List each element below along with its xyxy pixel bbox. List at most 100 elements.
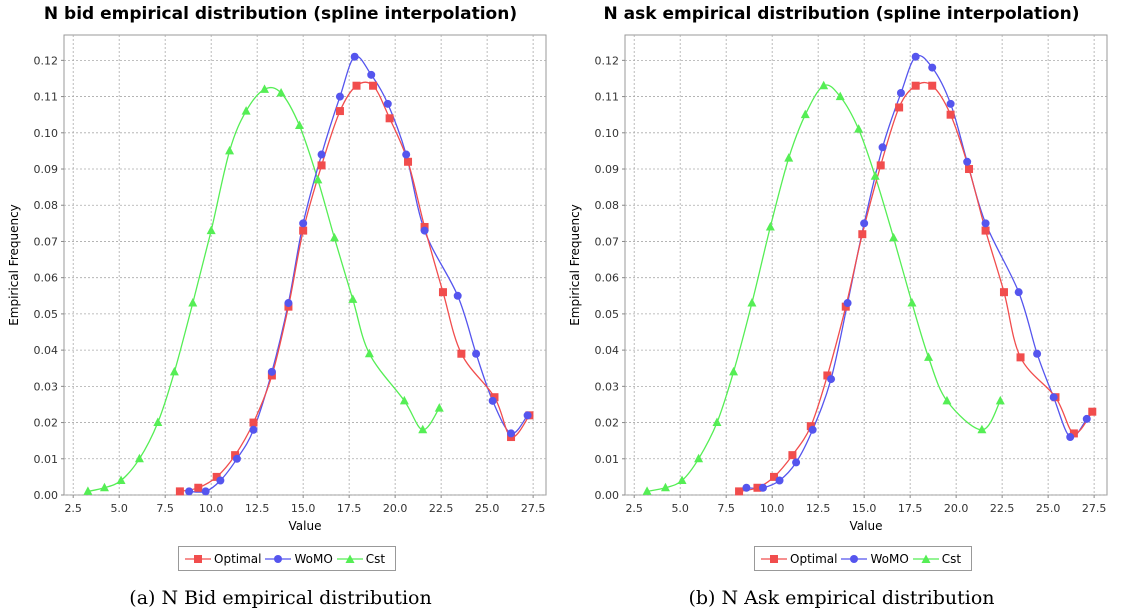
legend-label-womo: WoMO [870,551,909,566]
figure-caption: (b) N Ask empirical distribution [688,587,995,609]
cst-point [800,109,810,119]
womo-point [878,143,887,152]
y-tick-label: 0.03 [595,380,620,393]
y-tick-label: 0.06 [34,272,59,285]
cst-point [729,366,739,376]
cst-point [276,87,286,97]
legend-item-optimal: Optimal [761,552,837,566]
series-line-womo [746,54,1088,489]
legend-item-womo: WoMO [265,552,333,566]
womo-point [860,219,869,228]
optimal-point [352,81,361,90]
womo-point [827,375,836,384]
optimal-point [231,451,240,460]
cst-point [784,153,794,162]
optimal-point [753,483,762,492]
series-line-womo [189,55,529,493]
optimal-point [965,165,974,174]
optimal-point [1069,429,1078,438]
womo-point [758,483,767,492]
x-tick-label: 22.5 [429,502,454,515]
cst-point [907,298,917,307]
x-tick-label: 27.5 [1082,502,1107,515]
chart-panel-ask: N ask empirical distribution (spline int… [561,0,1122,615]
cst-point [747,298,757,307]
womo-point [216,476,225,485]
plot-area [63,34,547,496]
legend-label-optimal: Optimal [214,551,262,566]
womo-point [507,429,516,438]
series-line-optimal [738,81,1093,493]
cst-point [835,91,845,101]
chart-ask: 2.5 5.0 7.5 10.0 12.5 15.0 17.5 20.0 22.5 25.0 27.… [568,34,1108,533]
y-tick-label: 0.12 [595,54,620,67]
y-tick-label: 0.10 [34,127,59,140]
x-tick-label: 15.0 [291,502,316,515]
series-line-cst [87,86,440,493]
y-tick-label: 0.00 [595,489,620,502]
cst-point [765,221,775,231]
womo-point [1014,288,1023,297]
womo-point [267,367,276,376]
optimal-point [1088,407,1097,416]
optimal-point [299,226,308,235]
axes: 2.5 5.0 7.5 10.0 12.5 15.0 17.5 20.0 22.5 25.0 27.… [568,54,1106,533]
y-tick-label: 0.12 [34,54,59,67]
cst-point [660,482,670,492]
womo-point [896,88,905,97]
x-tick-label: 5.0 [110,502,128,515]
optimal-point [385,114,394,123]
optimal-point [735,487,744,496]
womo-point [1082,414,1091,423]
optimal-point [928,81,937,90]
cst-point [977,424,987,434]
cst-point [134,453,144,463]
y-tick-label: 0.07 [595,235,620,248]
y-tick-label: 0.03 [34,380,59,393]
cst-point [294,120,304,130]
x-tick-label: 12.5 [245,502,270,515]
optimal-point [335,107,344,116]
optimal-point [369,81,378,90]
optimal-point [175,487,184,496]
cst-point [642,486,652,495]
cst-point [348,294,358,303]
womo-point [367,70,376,79]
cst-point [995,395,1005,405]
y-tick-label: 0.06 [595,272,620,285]
y-tick-label: 0.05 [34,308,59,321]
legend-item-cst: Cst [336,552,385,566]
x-tick-label: 7.5 [156,502,174,515]
series-line-optimal [179,81,530,493]
chart-panel-bid: N bid empirical distribution (spline int… [7,4,547,609]
womo-point [523,411,532,420]
y-tick-label: 0.02 [595,417,620,430]
cst-point [434,403,444,412]
womo-point [284,299,293,308]
chart-title: N bid empirical distribution (spline int… [43,4,518,24]
cst-point [677,475,687,485]
chart-legend: Optimal WoMO Cst [178,546,397,571]
x-tick-label: 25.0 [475,502,500,515]
cst-point [364,348,374,358]
cst-point [924,352,934,361]
womo-point [335,92,344,101]
cst-point [188,298,198,307]
y-tick-label: 0.10 [595,127,620,140]
grid [64,35,546,496]
optimal-point [438,288,447,297]
series-markers-womo [742,52,1091,492]
y-tick-label: 0.09 [34,163,59,176]
x-axis-label: Value [289,519,322,533]
series-line-cst [646,84,1001,493]
womo-point [1033,349,1042,358]
x-tick-label: 2.5 [64,502,82,515]
womo-point [350,52,359,61]
cst-point [313,174,323,184]
womo-point [185,487,194,496]
figure-caption: (a) N Bid empirical distribution [129,587,432,609]
x-tick-label: 27.5 [521,502,546,515]
womo-point [232,454,241,463]
optimal-point [999,288,1008,297]
y-tick-label: 0.07 [34,235,59,248]
